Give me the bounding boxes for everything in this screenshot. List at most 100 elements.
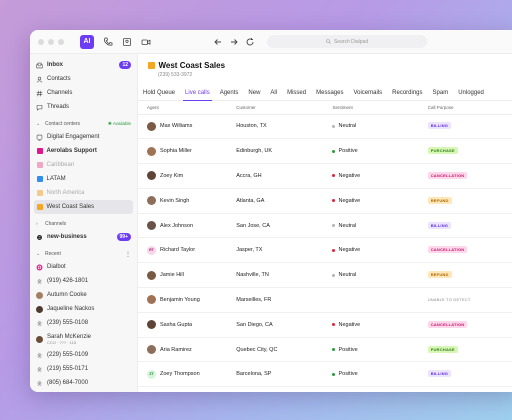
tab-hold-queue[interactable]: Hold Queue (143, 90, 176, 96)
table-row[interactable]: Aria Ramirez Quebec City, QC Positive PURCH… (138, 337, 512, 363)
sidebar-item-new-business[interactable]: new-business 99+ (30, 230, 137, 244)
agent: ZT Zoey Thompson (147, 369, 236, 379)
tab-missed[interactable]: Missed (287, 90, 307, 96)
table-row[interactable]: Sophia Miller Edinburgh, UK Positive PURCHA… (138, 138, 512, 165)
app-window: AI Search Dialpad Inbox 12 Contacts Cha (30, 30, 512, 392)
agent-name: Zoey Kim (160, 172, 184, 179)
window-close-dot[interactable] (38, 38, 44, 45)
customer-location: Marseilles, FR (236, 287, 333, 313)
tab-recordings[interactable]: Recordings (392, 90, 423, 96)
channels-section-header[interactable]: › Channels (30, 218, 137, 230)
sentiment: Positive (332, 148, 427, 154)
tab-spam[interactable]: Spam (432, 90, 449, 96)
search-icon (326, 39, 331, 44)
color-square-icon (36, 148, 43, 154)
column-header-call-purpose[interactable]: Call Purpose (427, 101, 512, 115)
search-input[interactable]: Search Dialpad (267, 35, 427, 48)
sentiment-cell: Positive (332, 337, 428, 363)
recent-section-header[interactable]: ⌄ Recent ⋮ (30, 248, 137, 260)
sentiment-label: Positive (338, 148, 358, 155)
contact-centers-section-header[interactable]: ⌄ Contact centers ✱ Available (30, 118, 137, 130)
recent-item-919-426-1801[interactable]: (919) 426-1801 (30, 274, 137, 288)
customer-location: Edinburgh, UK (236, 138, 333, 165)
tab-agents[interactable]: Agents (219, 90, 239, 96)
tab-messages[interactable]: Messages (316, 90, 344, 96)
video-icon[interactable] (141, 37, 151, 47)
agent-name: Kevin Singh (160, 197, 190, 204)
bot-icon (36, 264, 43, 271)
call-purpose-cell: REFUND (427, 262, 512, 289)
agent-cell: Zoey Kim (138, 163, 237, 189)
sidebar-item-caribbean[interactable]: Caribbean (30, 158, 137, 172)
forward-arrow-icon[interactable] (229, 37, 239, 47)
sidebar-item-north-america[interactable]: North America (30, 186, 137, 200)
back-arrow-icon[interactable] (213, 37, 223, 47)
recent-item-dialbot[interactable]: Dialbot (30, 260, 137, 274)
recent-item-219-555-0171[interactable]: (219) 555-0171 (30, 362, 137, 376)
window-zoom-dot[interactable] (58, 38, 64, 45)
sidebar-item-latam[interactable]: LATAM (30, 172, 137, 186)
table-row[interactable]: RT Richard Taylor Jasper, TX Negative CANCEL… (138, 237, 512, 264)
availability-status[interactable]: ✱ Available (108, 121, 131, 127)
table-row[interactable]: ZT Zoey Thompson Barcelona, SP Positive BILL… (138, 361, 512, 388)
digital-engagement-icon (36, 134, 43, 141)
tab-voicemails[interactable]: Voicemails (353, 90, 383, 96)
color-square-icon (36, 176, 43, 182)
column-header-agent[interactable]: Agent (138, 101, 237, 115)
table-row[interactable]: Alex Johnson San Jose, CA Neutral BILLING (138, 213, 512, 239)
sidebar-item-label: Caribbean (46, 162, 75, 168)
recent-item-805-684-7000[interactable]: (805) 684-7000 (30, 376, 137, 390)
section-heading: Channels (45, 221, 67, 227)
tab-new[interactable]: New (248, 90, 261, 96)
agent-name: Sasha Gupta (160, 321, 193, 328)
column-header-sentiment[interactable]: Sentiment (332, 101, 428, 115)
agent: Zoey Kim (147, 171, 236, 181)
table-row[interactable]: Max Williams Houston, TX Neutral BILLING (138, 114, 512, 140)
contact-card-icon[interactable] (122, 37, 132, 47)
sidebar-item-label: Channels (47, 90, 73, 96)
channels-icon (36, 90, 43, 97)
tab-live-calls[interactable]: Live calls (180, 90, 215, 101)
call-purpose-badge: PURCHASE (427, 147, 458, 155)
sidebar-item-threads[interactable]: Threads (30, 100, 137, 114)
page-title: West Coast Sales (158, 61, 226, 70)
window-minimize-dot[interactable] (48, 38, 54, 45)
recent-item-sarah-mckenzie[interactable]: Sarah McKenzie CCO · ??? · 115 (30, 330, 137, 348)
agent: Sophia Miller (147, 146, 236, 156)
agent-cell: Kevin Singh (138, 188, 237, 214)
call-purpose-cell: BILLING (427, 361, 512, 388)
table-row[interactable]: Sasha Gupta San Diego, CA Negative CANCELLA… (138, 312, 512, 338)
sidebar-item-label: Inbox (47, 62, 63, 68)
sidebar-item-aerolabs-support[interactable]: Aerolabs Support (30, 144, 137, 158)
sidebar-item-west-coast-sales[interactable]: West Coast Sales (34, 200, 133, 214)
call-purpose-cell: BILLING (427, 213, 512, 239)
table-row[interactable]: Benjamin Young Marseilles, FR UNABLE TO DE… (138, 287, 512, 313)
phone-icon[interactable] (103, 37, 113, 47)
sidebar-item-digital-engagement[interactable]: Digital Engagement (30, 130, 137, 144)
sentiment-cell: Negative (332, 188, 428, 214)
recent-item-239-555-0108[interactable]: (239) 555-0108 (30, 316, 137, 330)
tab-all[interactable]: All (270, 90, 278, 96)
recent-item-autumn-cooke[interactable]: Autumn Cooke (30, 288, 137, 302)
threads-icon (36, 104, 43, 111)
sidebar-item-channels[interactable]: Channels (30, 86, 137, 100)
call-purpose-badge: CANCELLATION (427, 246, 468, 254)
avatar (147, 121, 156, 131)
sidebar-item-contacts[interactable]: Contacts (30, 72, 137, 86)
sentiment-dot-icon (332, 199, 336, 203)
table-row[interactable]: Zoey Kim Accra, GH Negative CANCELLATION (138, 163, 512, 189)
sentiment-label: Neutral (338, 272, 357, 279)
column-header-customer[interactable]: Customer (236, 101, 333, 115)
refresh-icon[interactable] (245, 37, 255, 47)
recent-item-229-555-0109[interactable]: (229) 555-0109 (30, 348, 137, 362)
sentiment-cell: Negative (332, 237, 428, 264)
avatar (147, 295, 156, 305)
more-options-icon[interactable]: ⋮ (125, 251, 131, 258)
call-purpose-badge: CANCELLATION (427, 320, 468, 328)
recent-item-jaqueline-nackos[interactable]: Jaqueline Nackos (30, 302, 137, 316)
tab-unlogged[interactable]: Unlogged (458, 90, 484, 96)
call-purpose-cell: PURCHASE (427, 138, 512, 165)
table-row[interactable]: Kevin Singh Atlanta, GA Negative REFUND (138, 188, 512, 214)
sidebar-item-inbox[interactable]: Inbox 12 (30, 58, 137, 72)
table-row[interactable]: Jamie Hill Nashville, TN Neutral REFUND (138, 262, 512, 289)
